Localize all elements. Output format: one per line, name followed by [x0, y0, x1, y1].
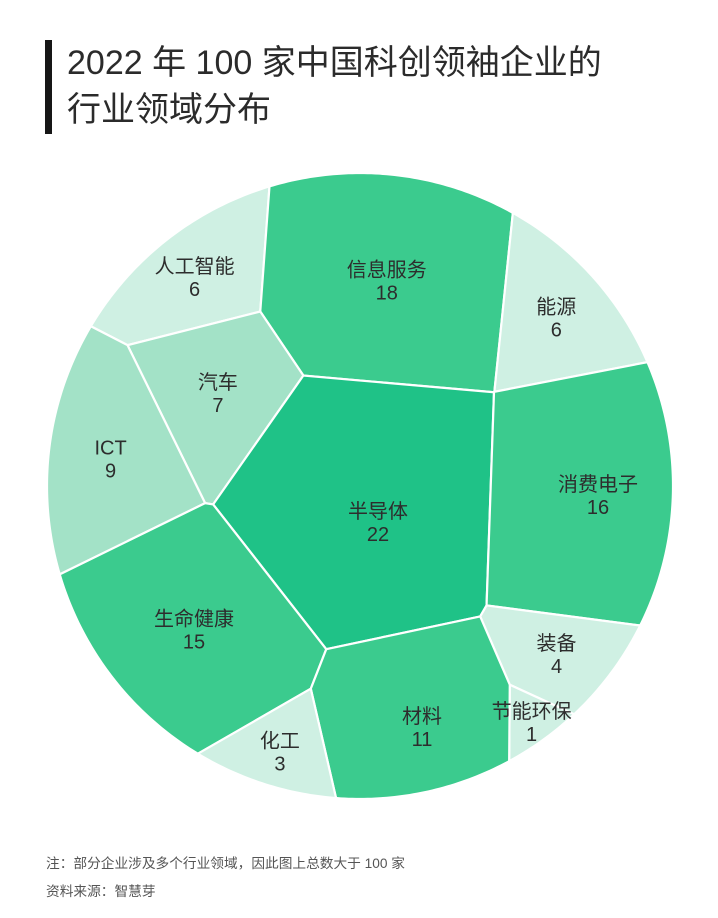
svg-text:1: 1: [526, 724, 537, 746]
svg-text:半导体: 半导体: [348, 500, 408, 523]
svg-text:3: 3: [274, 753, 285, 775]
svg-text:人工智能: 人工智能: [155, 255, 235, 278]
svg-text:节能环保: 节能环保: [492, 700, 572, 723]
svg-text:6: 6: [189, 279, 200, 301]
svg-text:信息服务: 信息服务: [347, 259, 427, 282]
svg-text:生命健康: 生命健康: [154, 607, 234, 630]
svg-text:22: 22: [367, 524, 389, 546]
svg-text:4: 4: [551, 656, 562, 678]
svg-text:消费电子: 消费电子: [558, 473, 638, 496]
svg-text:材料: 材料: [402, 705, 442, 728]
svg-text:9: 9: [105, 460, 116, 482]
svg-text:7: 7: [212, 395, 223, 417]
svg-text:16: 16: [587, 497, 609, 519]
svg-text:6: 6: [551, 320, 562, 342]
svg-text:11: 11: [412, 729, 433, 751]
svg-text:能源: 能源: [536, 296, 576, 319]
svg-text:15: 15: [183, 631, 205, 653]
svg-text:18: 18: [376, 283, 398, 305]
svg-text:化工: 化工: [260, 729, 300, 752]
svg-text:汽车: 汽车: [198, 371, 238, 394]
svg-text:装备: 装备: [537, 632, 577, 655]
svg-text:ICT: ICT: [94, 437, 126, 459]
